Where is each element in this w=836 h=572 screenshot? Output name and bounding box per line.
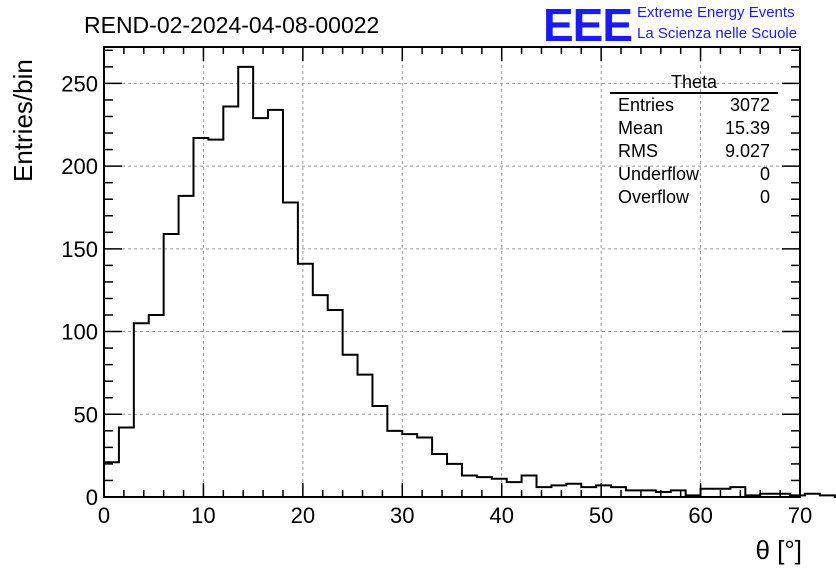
x-tick-label: 10 (191, 503, 215, 528)
stats-title: Theta (610, 72, 778, 94)
stats-row-mean: Mean 15.39 (610, 117, 778, 140)
plot-frame (103, 46, 801, 498)
logo-subtitle-1: Extreme Energy Events (637, 4, 795, 21)
stats-label: RMS (618, 141, 658, 161)
run-title: REND-02-2024-04-08-00022 (84, 12, 380, 38)
x-tick-label: 20 (291, 503, 315, 528)
tick-labels: 0 10 20 30 40 50 60 70 0 50 100 150 200 250 (61, 71, 812, 528)
stats-value: 3072 (729, 95, 770, 115)
x-tick-label: 50 (589, 503, 613, 528)
x-axis-label: θ [°] (755, 535, 802, 565)
eee-logo: EEE (543, 0, 633, 51)
y-tick-label: 250 (61, 71, 98, 96)
x-tick-label: 70 (788, 503, 812, 528)
y-tick-label: 100 (61, 320, 98, 345)
y-tick-label: 50 (74, 402, 98, 427)
stats-value: 0 (759, 187, 770, 207)
grid-lines (104, 47, 800, 497)
x-tick-label: 60 (688, 503, 712, 528)
stats-row-overflow: Overflow 0 (610, 186, 778, 209)
x-tick-label: 40 (489, 503, 513, 528)
stats-label: Overflow (618, 187, 690, 207)
x-tick-label: 30 (390, 503, 414, 528)
stats-row-rms: RMS 9.027 (610, 140, 778, 163)
y-tick-label: 200 (61, 154, 98, 179)
stats-label: Mean (618, 118, 664, 138)
y-tick-label: 0 (86, 485, 98, 510)
stats-box: Theta Entries 3072 Mean 15.39 RMS 9.027 … (610, 72, 778, 209)
stats-value: 9.027 (724, 141, 770, 161)
logo-subtitle-2: La Scienza nelle Scuole (637, 25, 798, 42)
stats-row-underflow: Underflow 0 (610, 163, 778, 186)
stats-value: 0 (759, 164, 770, 184)
y-tick-label: 150 (61, 237, 98, 262)
y-axis-label: Entries/bin (8, 59, 38, 182)
x-tick-label: 0 (98, 503, 110, 528)
histogram-series (103, 65, 836, 498)
stats-label: Entries (618, 95, 675, 115)
stats-label: Underflow (618, 164, 700, 184)
stats-value: 15.39 (724, 118, 770, 138)
stats-row-entries: Entries 3072 (610, 94, 778, 117)
